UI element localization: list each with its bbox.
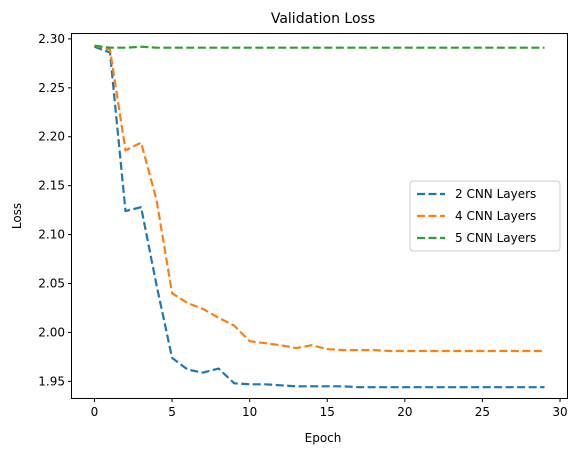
x-tick-label: 10 [242,405,257,419]
x-tick-label: 30 [552,405,567,419]
series-line-3 [94,44,545,49]
legend: 2 CNN Layers 4 CNN Layers 5 CNN Layers [409,180,561,252]
x-tick-label: 15 [320,405,335,419]
legend-label: 2 CNN Layers [455,187,536,201]
series-lines [94,44,545,389]
x-tick-label: 25 [475,405,490,419]
x-axis-label: Epoch [305,431,342,445]
legend-label: 5 CNN Layers [455,231,536,245]
y-tick-label: 2.20 [38,130,65,144]
x-axis: 0 5 10 15 20 25 30 [91,398,568,419]
legend-box [409,180,561,252]
x-tick-label: 5 [168,405,176,419]
x-tick-label: 20 [397,405,412,419]
chart-title: Validation Loss [271,11,375,27]
y-axis-label: Loss [10,203,24,229]
y-tick-label: 2.10 [38,228,65,242]
x-tick-label: 0 [91,405,99,419]
y-tick-label: 2.00 [38,325,65,339]
y-axis: 1.95 2.00 2.05 2.10 2.15 2.20 2.25 2.30 [38,32,72,388]
y-tick-label: 2.25 [38,81,65,95]
y-tick-label: 2.15 [38,179,65,193]
legend-label: 4 CNN Layers [455,209,536,223]
y-tick-label: 1.95 [38,374,65,388]
y-tick-label: 2.05 [38,277,65,291]
series-line-2 [94,44,545,353]
y-tick-label: 2.30 [38,32,65,46]
plot-area-frame [71,33,568,399]
